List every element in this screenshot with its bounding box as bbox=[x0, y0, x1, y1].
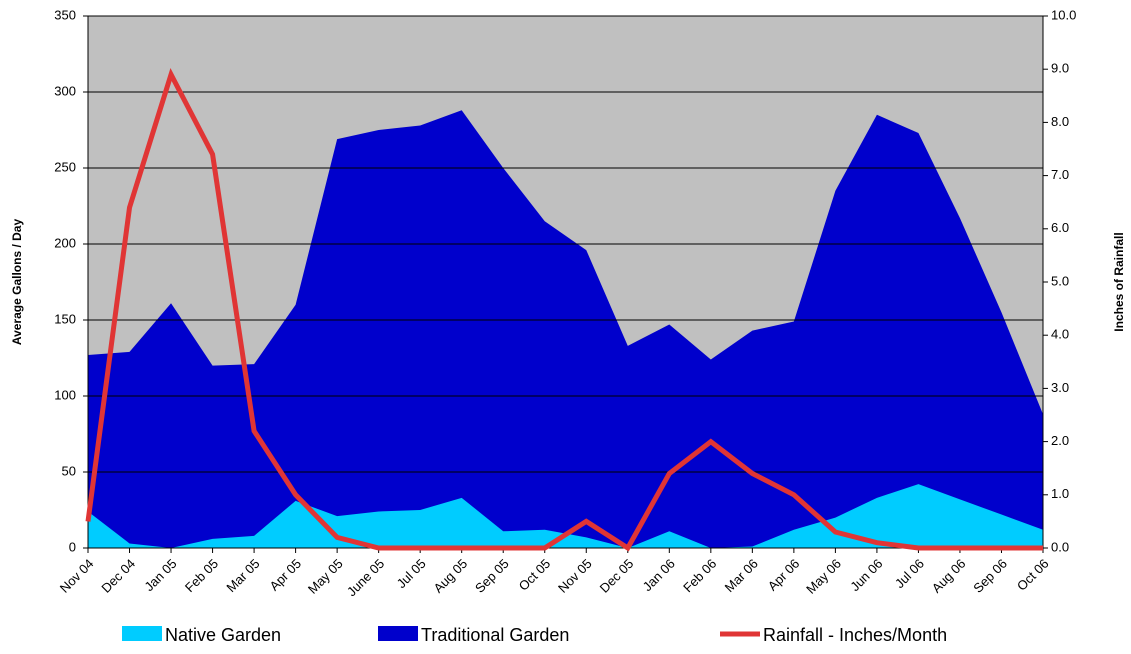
y2-tick-label: 6.0 bbox=[1051, 220, 1069, 235]
x-tick-label: Sep 06 bbox=[970, 556, 1010, 596]
legend-label: Native Garden bbox=[165, 625, 281, 645]
x-tick-label: Sep 05 bbox=[472, 556, 512, 596]
legend-label: Rainfall - Inches/Month bbox=[763, 625, 947, 645]
y-tick-label: 200 bbox=[54, 235, 76, 250]
x-tick-label: Dec 05 bbox=[597, 556, 637, 596]
y-axis-label: Average Gallons / Day bbox=[10, 219, 24, 346]
x-tick-label: Feb 05 bbox=[182, 556, 221, 595]
legend-swatch bbox=[378, 626, 418, 641]
x-tick-label: Apr 06 bbox=[765, 556, 803, 594]
x-tick-label: Aug 06 bbox=[929, 556, 969, 596]
x-tick-label: Oct 05 bbox=[516, 556, 554, 594]
x-tick-label: May 05 bbox=[305, 556, 346, 597]
x-tick-label: Jul 05 bbox=[394, 556, 429, 591]
x-tick-label: Aug 05 bbox=[431, 556, 471, 596]
x-tick-label: Nov 04 bbox=[57, 556, 97, 596]
x-tick-label: Jul 06 bbox=[892, 556, 927, 591]
y2-tick-label: 2.0 bbox=[1051, 433, 1069, 448]
x-tick-label: Jan 05 bbox=[141, 556, 179, 594]
y2-tick-label: 10.0 bbox=[1051, 7, 1076, 22]
y2-tick-label: 5.0 bbox=[1051, 273, 1069, 288]
y-tick-label: 250 bbox=[54, 159, 76, 174]
x-tick-label: Feb 06 bbox=[680, 556, 719, 595]
area bbox=[88, 110, 1043, 549]
y-tick-label: 300 bbox=[54, 83, 76, 98]
y-tick-label: 150 bbox=[54, 311, 76, 326]
line bbox=[85, 67, 1043, 552]
y2-tick-label: 8.0 bbox=[1051, 114, 1069, 129]
legend-label: Traditional Garden bbox=[421, 625, 569, 645]
x-tick-label: May 06 bbox=[803, 556, 844, 597]
y2-tick-label: 9.0 bbox=[1051, 61, 1069, 76]
y-tick-label: 0 bbox=[69, 539, 76, 554]
y-tick-label: 350 bbox=[54, 7, 76, 22]
y2-axis-label: Inches of Rainfall bbox=[1112, 232, 1126, 331]
area bbox=[88, 484, 1043, 548]
x-tick-label: Nov 05 bbox=[555, 556, 595, 596]
x-tick-label: June 05 bbox=[344, 556, 387, 599]
x-tick-label: Apr 05 bbox=[266, 556, 304, 594]
y2-tick-label: 1.0 bbox=[1051, 486, 1069, 501]
y2-tick-label: 7.0 bbox=[1051, 167, 1069, 182]
x-tick-label: Mar 05 bbox=[223, 556, 262, 595]
x-tick-label: Mar 06 bbox=[722, 556, 761, 595]
x-tick-label: Jan 06 bbox=[640, 556, 678, 594]
y2-tick-label: 4.0 bbox=[1051, 327, 1069, 342]
x-tick-label: Dec 04 bbox=[98, 556, 138, 596]
legend-swatch bbox=[122, 626, 162, 641]
x-tick-label: Oct 06 bbox=[1014, 556, 1052, 594]
y2-tick-label: 0.0 bbox=[1051, 539, 1069, 554]
y2-tick-label: 3.0 bbox=[1051, 380, 1069, 395]
y-tick-label: 50 bbox=[62, 463, 76, 478]
x-tick-label: Jun 06 bbox=[847, 556, 885, 594]
y-tick-label: 100 bbox=[54, 387, 76, 402]
